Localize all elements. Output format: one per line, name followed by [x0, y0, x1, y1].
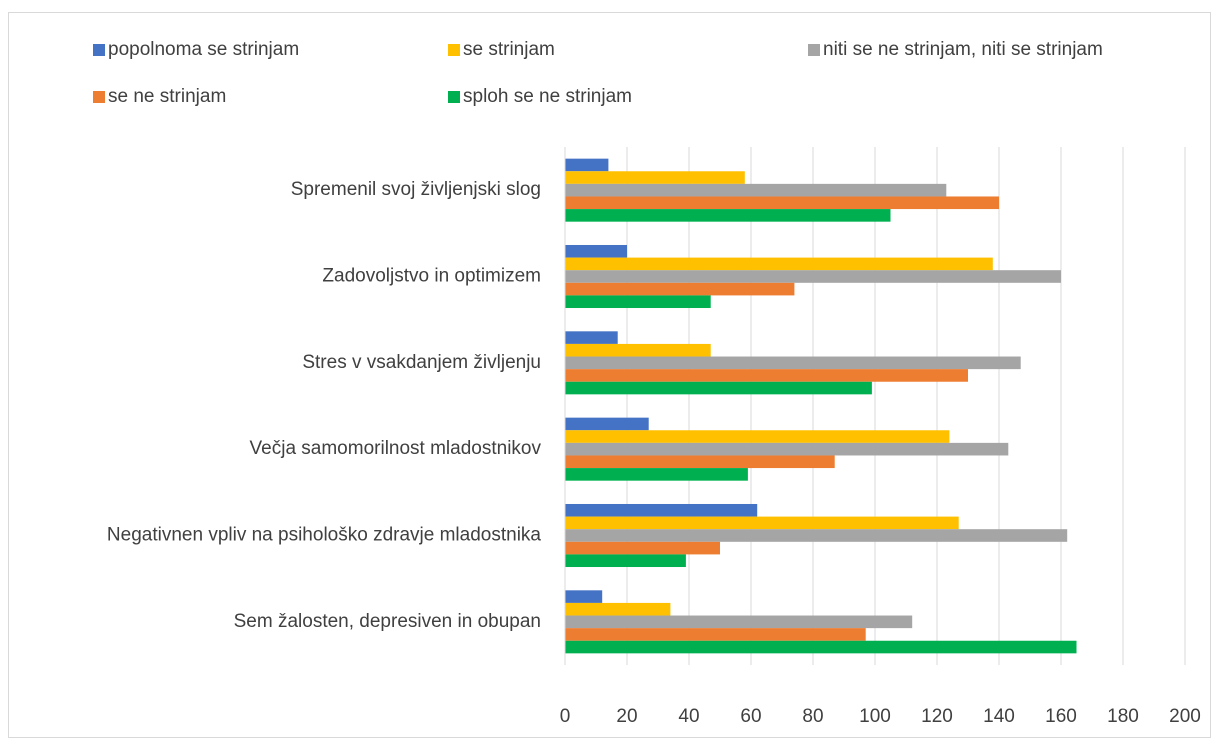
bar	[565, 158, 609, 172]
bar	[565, 282, 795, 296]
bar	[565, 244, 627, 258]
x-tick-label: 80	[802, 706, 823, 727]
bar	[565, 343, 711, 357]
bar	[565, 503, 758, 517]
x-tick-label: 180	[1107, 706, 1139, 727]
bar	[565, 541, 720, 555]
bar	[565, 430, 950, 443]
bar	[565, 455, 835, 469]
bar	[565, 331, 618, 344]
bar	[565, 628, 866, 641]
bar	[565, 171, 745, 184]
bar	[565, 196, 999, 210]
bar	[565, 295, 711, 309]
legend-swatch	[448, 44, 460, 56]
bar	[565, 209, 891, 222]
bar	[565, 270, 1061, 283]
y-tick-label: Večja samomorilnost mladostnikov	[250, 438, 542, 459]
x-tick-label: 40	[678, 706, 699, 727]
x-tick-label: 100	[859, 706, 891, 727]
bar	[565, 381, 872, 395]
bar	[565, 257, 993, 271]
bar	[565, 442, 1009, 456]
bar	[565, 640, 1077, 654]
y-tick-label: Zadovoljstvo in optimizem	[322, 266, 541, 287]
legend-label: sploh se ne strinjam	[463, 86, 632, 107]
y-tick-label: Spremenil svoj življenjski slog	[291, 179, 541, 200]
y-tick-label: Sem žalosten, depresiven in obupan	[234, 611, 541, 632]
legend-swatch	[93, 91, 105, 103]
bar	[565, 369, 968, 382]
bar	[565, 183, 947, 197]
bar	[565, 590, 603, 603]
x-tick-label: 120	[921, 706, 953, 727]
legend-label: niti se ne strinjam, niti se strinjam	[823, 39, 1103, 60]
bar	[565, 417, 649, 431]
x-tick-label: 160	[1045, 706, 1077, 727]
bar	[565, 356, 1021, 370]
legend-swatch	[448, 91, 460, 103]
y-tick-label: Stres v vsakdanjem življenju	[302, 352, 541, 373]
legend-label: se ne strinjam	[108, 86, 226, 107]
bar	[565, 468, 748, 481]
x-tick-label: 200	[1169, 706, 1201, 727]
x-tick-label: 140	[983, 706, 1015, 727]
bar	[565, 554, 686, 568]
legend-swatch	[93, 44, 105, 56]
bar	[565, 529, 1068, 542]
x-tick-label: 60	[740, 706, 761, 727]
legend-swatch	[808, 44, 820, 56]
x-tick-label: 20	[616, 706, 637, 727]
bar	[565, 615, 913, 629]
y-tick-label: Negativnen vpliv na psihološko zdravje m…	[107, 525, 542, 546]
legend-label: se strinjam	[463, 39, 555, 60]
x-tick-label: 0	[560, 706, 571, 727]
legend-label: popolnoma se strinjam	[108, 39, 299, 60]
bar	[565, 602, 671, 616]
bar	[565, 516, 959, 530]
